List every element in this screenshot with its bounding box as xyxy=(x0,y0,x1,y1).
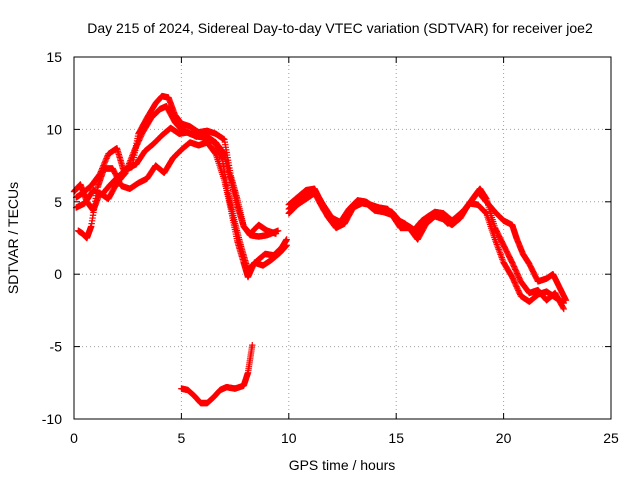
data-point xyxy=(274,227,282,234)
x-axis-label: GPS time / hours xyxy=(289,457,396,473)
grid-lines xyxy=(74,57,611,419)
x-tick-label: 15 xyxy=(388,430,404,446)
series-track-b xyxy=(72,92,282,240)
x-tick-label: 5 xyxy=(178,430,186,446)
chart-title: Day 215 of 2024, Sidereal Day-to-day VTE… xyxy=(87,20,593,36)
data-point xyxy=(103,153,111,161)
data-point xyxy=(249,341,256,349)
x-tick-label: 25 xyxy=(603,430,619,446)
data-series xyxy=(70,92,570,407)
data-point xyxy=(560,305,567,313)
y-tick-label: -5 xyxy=(50,339,63,355)
data-point xyxy=(562,297,570,304)
series-track-h xyxy=(178,341,256,407)
series-track-d xyxy=(72,124,290,274)
data-point xyxy=(103,155,110,162)
data-point xyxy=(218,153,225,161)
y-tick-label: 15 xyxy=(46,49,62,65)
series-track-e xyxy=(285,185,567,313)
y-tick-label: -10 xyxy=(42,411,62,427)
data-point xyxy=(101,159,108,166)
data-point xyxy=(283,236,290,243)
y-tick-label: 10 xyxy=(46,121,62,137)
y-tick-label: 5 xyxy=(54,194,62,210)
data-point xyxy=(102,156,110,164)
plot-frame xyxy=(73,56,612,420)
data-point xyxy=(102,158,109,165)
x-tick-label: 20 xyxy=(496,430,512,446)
x-tick-label: 0 xyxy=(70,430,78,446)
y-tick-label: 0 xyxy=(54,266,62,282)
axis-ticks: 0 5 10 15 20 25 -10 -5 0 5 10 15 xyxy=(42,49,619,446)
series-track-g xyxy=(285,187,570,304)
y-axis-label: SDTVAR / TECUs xyxy=(5,182,21,294)
x-tick-label: 10 xyxy=(281,430,297,446)
